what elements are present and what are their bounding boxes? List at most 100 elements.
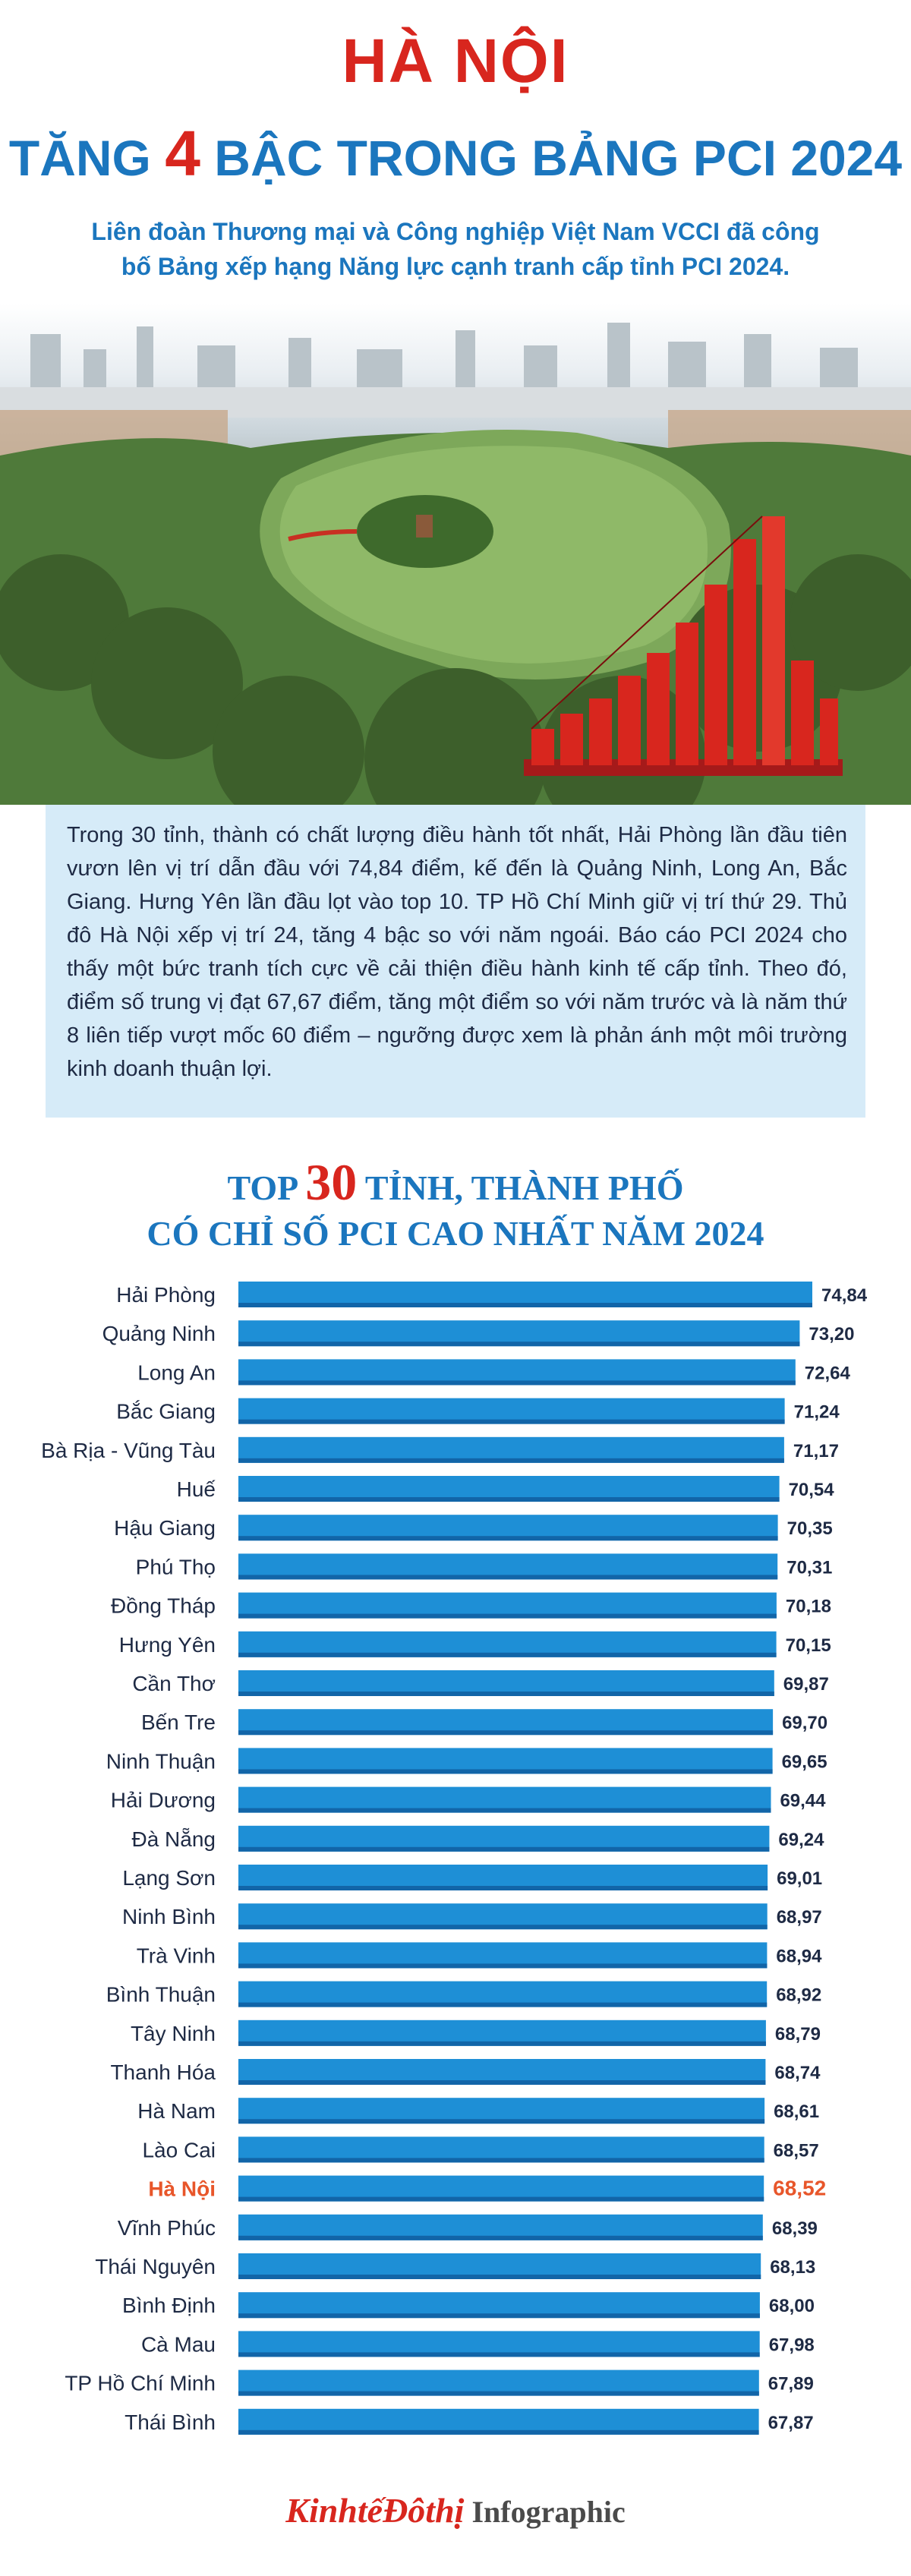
category-label: TP Hồ Chí Minh [65, 2372, 216, 2395]
bar-shadow [238, 1497, 780, 1502]
value-label: 69,44 [780, 1791, 826, 1811]
bar-shadow [238, 2002, 768, 2007]
category-label: Long An [137, 1361, 216, 1384]
value-label: 68,39 [772, 2218, 818, 2239]
category-label: Phú Thọ [136, 1555, 216, 1578]
category-label: Thái Nguyên [95, 2255, 216, 2278]
main-subtitle-line: TĂNG 4 BẬC TRONG BẢNG PCI 2024 [0, 121, 911, 185]
category-label: Hà Nội [148, 2177, 216, 2201]
bar-shadow [238, 1652, 777, 1657]
bar-shadow [238, 1575, 778, 1580]
footer: KinhtếĐôthị Infographic [0, 2490, 911, 2559]
value-label: 69,65 [782, 1751, 827, 1772]
value-label: 69,87 [783, 1674, 829, 1695]
category-label: Tây Ninh [131, 2022, 216, 2045]
bar-shadow [238, 1536, 778, 1541]
value-label: 68,13 [770, 2257, 815, 2278]
value-label: 68,57 [774, 2140, 819, 2161]
category-label: Bình Thuận [106, 1983, 216, 2007]
category-label: Huế [177, 1477, 216, 1501]
category-label: Quảng Ninh [102, 1322, 216, 1345]
photo-illustration [0, 323, 911, 805]
value-label: 71,17 [793, 1441, 839, 1461]
bar-shadow [238, 1925, 768, 1930]
title-suffix: BẬC TRONG BẢNG PCI 2024 [200, 130, 903, 186]
bar-shadow [238, 1692, 774, 1696]
value-label: 67,87 [768, 2413, 814, 2433]
category-label: Lào Cai [142, 2138, 216, 2161]
value-label: 68,97 [777, 1907, 822, 1928]
category-label: Hải Phòng [116, 1283, 216, 1307]
category-label: Lạng Sơn [122, 1866, 216, 1890]
title-number: 4 [165, 118, 200, 189]
title-prefix: TĂNG [8, 130, 165, 186]
category-label: Hải Dương [111, 1789, 216, 1812]
value-label: 69,24 [778, 1830, 824, 1850]
bar-shadow [238, 2196, 764, 2202]
bar-shadow [238, 1769, 773, 1774]
bar-shadow [238, 1613, 777, 1619]
bar-shadow [238, 1886, 768, 1890]
category-label: Thái Bình [125, 2410, 216, 2434]
category-label: Cần Thơ [132, 1672, 216, 1695]
bar-shadow [238, 2158, 764, 2163]
bar-shadow [238, 2275, 761, 2279]
value-label: 69,70 [782, 1713, 827, 1733]
value-label: 68,79 [775, 2024, 821, 2045]
category-label: Đồng Tháp [111, 1594, 216, 1618]
value-label: 72,64 [805, 1363, 851, 1383]
bar-shadow [238, 1458, 784, 1463]
category-label: Vĩnh Phúc [118, 2216, 216, 2240]
category-label: Bắc Giang [116, 1400, 216, 1424]
value-label: 69,01 [777, 1868, 822, 1889]
category-label: Bà Rịa - Vũng Tàu [41, 1439, 216, 1462]
bar-shadow [238, 2119, 765, 2124]
category-label: Hà Nam [137, 2099, 216, 2123]
intro-subtitle: Liên đoàn Thương mại và Công nghiệp Việt… [91, 218, 820, 280]
pci-bar-chart: Hải Phòng 74,84 Quảng Ninh 73,20 Long An 72,6… [41, 1282, 868, 2435]
value-label: 70,31 [786, 1557, 832, 1578]
main-title: HÀ NỘI [342, 27, 569, 96]
chart-title-line2: CÓ CHỈ SỐ PCI CAO NHẤT NĂM 2024 [147, 1214, 764, 1253]
summary-text: Trong 30 tỉnh, thành có chất lượng điều … [67, 823, 847, 1081]
value-label: 68,94 [776, 1946, 822, 1966]
chart-title-number: 30 [305, 1153, 358, 1211]
value-label: 70,18 [786, 1597, 831, 1617]
bar-shadow [238, 2429, 759, 2435]
value-label: 68,61 [774, 2101, 819, 2122]
bar-shadow [238, 1846, 770, 1852]
value-label: 67,98 [769, 2335, 815, 2355]
bar-shadow [238, 1808, 771, 1813]
brand-suffix: Infographic [471, 2495, 626, 2529]
value-label: 68,74 [774, 2063, 821, 2083]
bar-shadow [238, 1963, 768, 1969]
bar-shadow [238, 1303, 812, 1307]
bar-shadow [238, 2352, 760, 2357]
bar-shadow [238, 2313, 760, 2319]
category-label: Hưng Yên [119, 1633, 216, 1657]
bar-shadow [238, 2391, 759, 2396]
category-label: Bình Định [122, 2294, 216, 2317]
bar-shadow [238, 1380, 796, 1386]
category-label: Ninh Bình [122, 1905, 216, 1928]
value-label: 70,54 [789, 1480, 835, 1500]
value-label: 70,15 [786, 1635, 831, 1656]
chart-title-suffix: TỈNH, THÀNH PHỐ [357, 1168, 684, 1207]
category-label: Cà Mau [141, 2332, 216, 2356]
value-label: 70,35 [787, 1518, 833, 1539]
bar-shadow [238, 1342, 800, 1347]
value-label: 74,84 [821, 1285, 868, 1306]
value-label: 68,52 [773, 2177, 826, 2200]
bar-shadow [238, 1419, 785, 1424]
bar-shadow [238, 2080, 766, 2085]
category-label: Trà Vinh [137, 1944, 216, 1967]
bar-shadow [238, 2235, 763, 2240]
hanoi-lake-photo [0, 304, 911, 805]
chart-title-prefix: TOP [227, 1168, 306, 1207]
value-label: 67,89 [768, 2374, 814, 2395]
category-label: Hậu Giang [114, 1516, 216, 1540]
value-label: 73,20 [809, 1324, 854, 1345]
bar-shadow [238, 1730, 774, 1736]
category-label: Bến Tre [141, 1711, 216, 1734]
summary-box: Trong 30 tỉnh, thành có chất lượng điều … [46, 805, 865, 1118]
